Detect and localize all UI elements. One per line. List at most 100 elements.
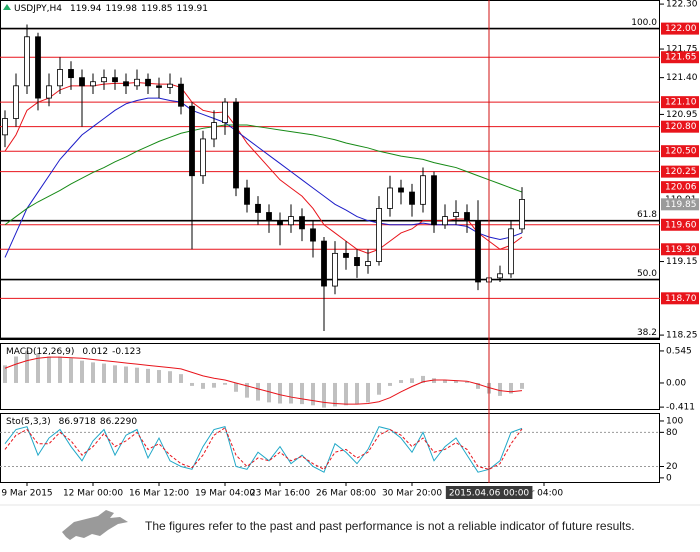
y-tick-label: -0.411 bbox=[666, 403, 695, 413]
macd-bar bbox=[124, 366, 128, 383]
fibo-label: 61.8 bbox=[637, 210, 657, 220]
candle-body bbox=[497, 273, 503, 279]
candle-body bbox=[442, 216, 448, 226]
candle-body bbox=[244, 187, 250, 205]
macd-bar bbox=[234, 382, 238, 392]
candle-body bbox=[299, 216, 305, 230]
panel-readout: 86.9718 bbox=[59, 417, 96, 427]
x-tick-label: pr 04:00 bbox=[525, 489, 563, 499]
level-tag-label: 119.30 bbox=[665, 245, 697, 255]
fibo-label: 100.0 bbox=[631, 18, 657, 28]
level-tag-label: 121.65 bbox=[665, 53, 697, 63]
panel-title: USDJPY,H4 bbox=[14, 4, 62, 14]
macd-bar bbox=[58, 356, 62, 383]
plot-layer: 100.0 61.8 50.0 38.2 122.30 121.75 121.40 120.9… bbox=[0, 0, 699, 499]
macd-bar bbox=[113, 365, 117, 383]
candle-body bbox=[112, 77, 118, 83]
x-tick-label: 26 Mar 08:00 bbox=[316, 489, 376, 499]
macd-bar bbox=[36, 353, 40, 383]
y-tick-label: 100 bbox=[666, 416, 683, 426]
macd-bar bbox=[80, 360, 84, 383]
macd-bar bbox=[443, 380, 447, 383]
candle-body bbox=[222, 101, 228, 123]
candle-body bbox=[398, 187, 404, 193]
x-tick-label: 16 Mar 12:00 bbox=[129, 489, 189, 499]
level-tag-label: 120.80 bbox=[665, 122, 697, 132]
macd-bar bbox=[333, 382, 337, 407]
panel-header: MACD(12,26,9) 0.012 -0.123 bbox=[6, 347, 141, 357]
macd-bar bbox=[47, 356, 51, 383]
x-tick-label: 12 Mar 00:00 bbox=[63, 489, 123, 499]
candle-body bbox=[123, 81, 129, 87]
macd-bar bbox=[421, 375, 425, 383]
y-tick-label: 0.00 bbox=[666, 378, 686, 388]
level-tag bbox=[661, 218, 699, 231]
y-tick-label: 118.25 bbox=[666, 331, 698, 341]
candle-body bbox=[464, 212, 470, 222]
panel-title: Sto(5,3,3) bbox=[6, 417, 51, 427]
candle-body bbox=[35, 36, 41, 99]
y-tick-label: 0 bbox=[666, 473, 672, 483]
panel-header: Sto(5,3,3) 86.9718 86.2290 bbox=[6, 417, 137, 427]
panel-header: USDJPY,H4 119.94 119.98 119.85 119.91 bbox=[14, 4, 208, 14]
candle-body bbox=[475, 220, 481, 283]
candle-body bbox=[255, 203, 261, 213]
fibo-label: 38.2 bbox=[637, 328, 657, 338]
x-tick-label: 9 Mar 2015 bbox=[1, 489, 52, 499]
macd-bar bbox=[355, 382, 359, 405]
macd-bar bbox=[476, 382, 480, 389]
macd-bar bbox=[179, 374, 183, 383]
level-tag bbox=[661, 165, 699, 178]
candle-body bbox=[156, 85, 162, 88]
candle-body bbox=[68, 69, 74, 79]
candle-body bbox=[387, 187, 393, 209]
candle-body bbox=[420, 175, 426, 205]
logo-bull bbox=[62, 510, 128, 540]
candle-body bbox=[24, 36, 30, 87]
x-tick-label: 19 Mar 04:00 bbox=[195, 489, 255, 499]
candle-body bbox=[321, 240, 327, 287]
y-tick-label: 122.30 bbox=[666, 0, 698, 10]
candle-body bbox=[453, 212, 459, 217]
macd-bar bbox=[102, 363, 106, 383]
panel-readout: 119.98 bbox=[105, 4, 137, 14]
candle-body bbox=[189, 105, 195, 177]
y-tick-label: 121.40 bbox=[666, 73, 698, 83]
macd-bar bbox=[377, 382, 381, 395]
macd-bar bbox=[223, 382, 227, 385]
macd-bar bbox=[201, 382, 205, 389]
candle-body bbox=[145, 78, 151, 87]
y-tick-label: 0.545 bbox=[666, 346, 692, 356]
macd-bar bbox=[256, 382, 260, 401]
stoch-line bbox=[4, 427, 523, 470]
disclaimer: The figures refer to the past and past p… bbox=[145, 519, 635, 533]
panel-frame bbox=[0, 343, 660, 410]
panel-readout: -0.123 bbox=[112, 347, 141, 357]
candle-body bbox=[90, 81, 96, 87]
y-tick-label: 120.95 bbox=[666, 110, 698, 120]
y-tick-label: 119.15 bbox=[666, 257, 698, 267]
crosshair-label: 2015.04.06 00:00 bbox=[449, 489, 530, 499]
y-tick-label: 20 bbox=[666, 462, 678, 472]
panel-readout: 86.2290 bbox=[100, 417, 137, 427]
candle-body bbox=[233, 101, 239, 189]
candle-body bbox=[277, 220, 283, 226]
level-tag-label: 118.70 bbox=[665, 294, 697, 304]
macd-bar bbox=[388, 382, 392, 386]
level-tag-label: 120.50 bbox=[665, 147, 697, 157]
x-tick-label: 30 Mar 20:00 bbox=[382, 489, 442, 499]
y-tick-label: 80 bbox=[666, 428, 678, 438]
macd-bar bbox=[157, 370, 161, 383]
candle-body bbox=[431, 175, 437, 226]
candle-body bbox=[211, 122, 217, 140]
candle-body bbox=[13, 85, 19, 119]
macd-bar bbox=[146, 368, 150, 383]
candle-body bbox=[376, 208, 382, 262]
level-tag-label: 119.60 bbox=[665, 220, 697, 230]
candle-body bbox=[79, 77, 85, 87]
signal-line bbox=[4, 356, 523, 405]
panel-readout: 119.94 bbox=[70, 4, 102, 14]
macd-bar bbox=[498, 382, 502, 396]
